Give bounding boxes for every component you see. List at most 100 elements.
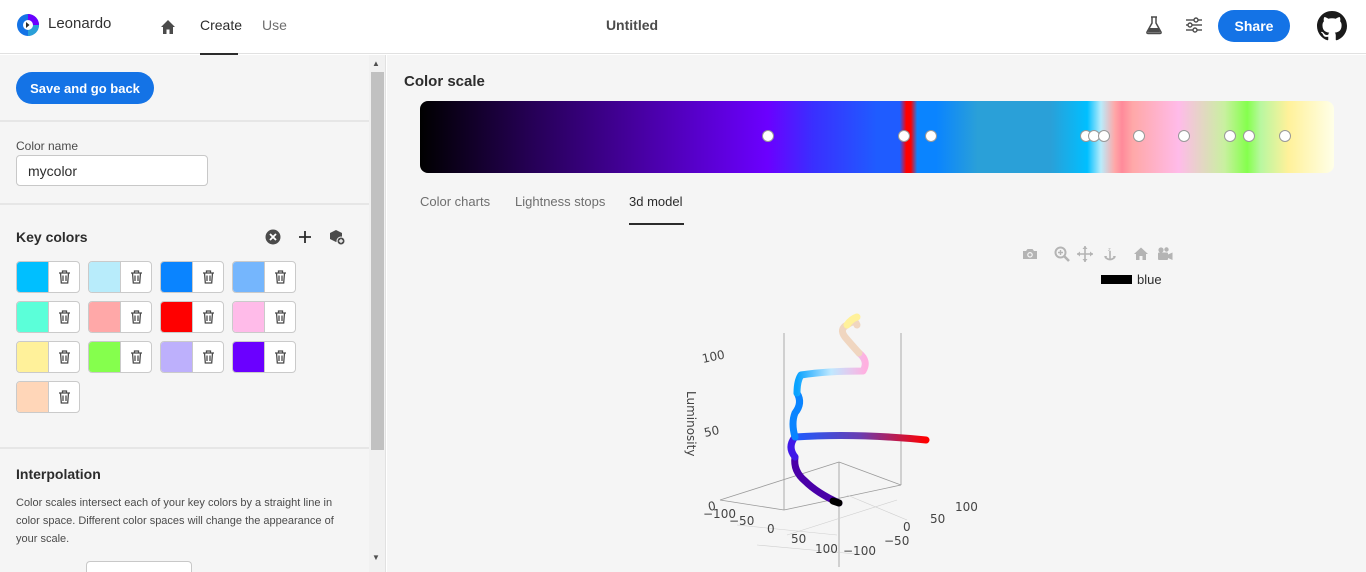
sidebar: Save and go back Color name Key colors I… [0,55,386,572]
divider [0,120,369,122]
zoom-icon[interactable] [1053,245,1071,263]
key-color-item [232,261,296,293]
legend-swatch[interactable] [1101,275,1132,284]
key-color-swatch[interactable] [17,302,49,332]
z-tick: 50 [703,423,721,440]
camera-icon[interactable] [1021,245,1039,263]
delete-key-color-button[interactable] [265,342,295,372]
sidebar-scrollbar-thumb[interactable] [371,72,384,450]
z-tick: 100 [701,347,726,365]
scale-stop-marker[interactable] [1242,130,1255,142]
delete-key-color-button[interactable] [49,302,79,332]
nav-tab-create[interactable]: Create [200,17,243,33]
nav-tab-use[interactable]: Use [262,17,287,33]
key-color-swatch[interactable] [89,262,121,292]
y-tick: 100 [955,500,978,514]
trash-icon [59,390,70,404]
key-color-item [88,301,152,333]
y-tick: −50 [884,534,909,548]
color-scale-gradient [420,101,1334,173]
settings-sliders-icon[interactable] [1183,14,1205,36]
key-color-item [232,341,296,373]
key-color-swatch[interactable] [233,342,265,372]
key-color-item [16,301,80,333]
trash-icon [131,350,142,364]
delete-key-color-button[interactable] [193,262,223,292]
subtab-indicator [629,223,684,225]
document-title[interactable]: Untitled [605,17,659,33]
home-icon[interactable] [157,16,179,38]
key-color-swatch[interactable] [161,262,193,292]
nav-tab-indicator [200,53,238,55]
delete-key-color-button[interactable] [49,342,79,372]
delete-key-color-button[interactable] [265,302,295,332]
tab-3d-model[interactable]: 3d model [629,194,683,209]
orbit-rotation-icon[interactable]: z [1101,245,1119,263]
scroll-down-arrow-icon[interactable]: ▼ [372,553,380,562]
key-color-swatch[interactable] [161,342,193,372]
key-color-swatch[interactable] [89,302,121,332]
brand-name: Leonardo [48,15,112,32]
scale-stop-marker[interactable] [924,130,937,142]
tab-lightness-stops[interactable]: Lightness stops [515,194,606,209]
key-color-swatch[interactable] [233,302,265,332]
3d-model-plot[interactable]: Luminosity 100 50 0 −100 −50 0 50 100 −1… [667,305,1027,572]
z-axis-label: Luminosity [684,391,698,456]
scale-stop-marker[interactable] [1178,130,1191,142]
reset-home-icon[interactable] [1132,245,1150,263]
key-color-swatch[interactable] [233,262,265,292]
scale-stop-marker[interactable] [1278,130,1291,142]
flask-icon[interactable] [1143,14,1165,36]
divider [0,447,369,449]
key-color-swatch[interactable] [17,382,49,412]
trash-icon [203,270,214,284]
delete-key-color-button[interactable] [49,262,79,292]
delete-key-color-button[interactable] [121,262,151,292]
y-tick: −100 [843,544,876,558]
delete-key-color-button[interactable] [193,342,223,372]
key-color-swatch[interactable] [161,302,193,332]
pan-icon[interactable] [1076,245,1094,263]
scale-stop-marker[interactable] [898,130,911,142]
x-tick: −50 [729,514,754,528]
key-color-swatch[interactable] [17,342,49,372]
add-color-icon[interactable] [296,228,314,246]
interpolation-mode-select[interactable] [86,561,192,572]
delete-key-color-button[interactable] [49,382,79,412]
trash-icon [275,310,286,324]
scale-stop-marker[interactable] [1133,130,1146,142]
y-tick: 0 [903,520,911,534]
key-color-item [160,301,224,333]
delete-key-color-button[interactable] [193,302,223,332]
scale-stop-marker[interactable] [762,130,775,142]
github-icon[interactable] [1317,11,1347,41]
trash-icon [275,270,286,284]
key-color-swatch[interactable] [17,262,49,292]
key-color-item [88,261,152,293]
sidebar-content: Save and go back Color name Key colors I… [0,55,369,572]
scale-stop-marker[interactable] [1097,130,1110,142]
interpolation-description: Color scales intersect each of your key … [16,497,334,545]
delete-key-color-button[interactable] [265,262,295,292]
save-and-go-back-button[interactable]: Save and go back [16,72,154,104]
trash-icon [131,310,142,324]
main-panel: Color scale Color charts Lightness stops… [387,55,1366,572]
top-bar: Leonardo Create Use Untitled Share [0,0,1366,55]
x-tick: 50 [791,532,806,546]
z-tick: 0 [707,499,717,514]
key-color-swatch[interactable] [89,342,121,372]
share-button[interactable]: Share [1218,10,1290,42]
trash-icon [275,350,286,364]
legend-label[interactable]: blue [1137,272,1162,287]
delete-key-color-button[interactable] [121,342,151,372]
color-scale-title: Color scale [404,73,485,90]
scale-stop-marker[interactable] [1223,130,1236,142]
video-camera-icon[interactable] [1156,245,1174,263]
scroll-up-arrow-icon[interactable]: ▲ [372,59,380,68]
key-color-item [16,381,80,413]
color-name-input[interactable] [16,155,208,186]
tab-color-charts[interactable]: Color charts [420,194,491,209]
clear-colors-icon[interactable] [264,228,282,246]
bulk-add-colors-icon[interactable] [328,228,346,246]
delete-key-color-button[interactable] [121,302,151,332]
